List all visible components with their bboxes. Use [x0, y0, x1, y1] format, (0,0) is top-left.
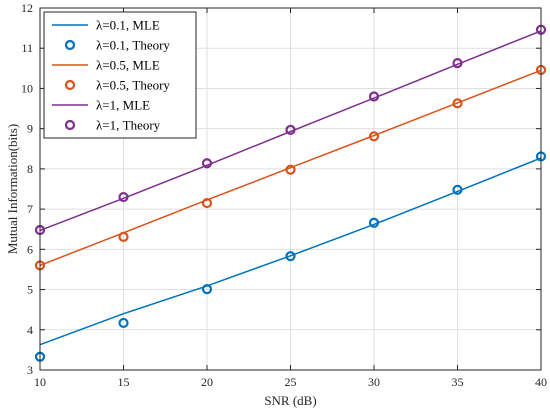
series-marker-1 — [201, 284, 213, 295]
series-line-4 — [39, 30, 542, 232]
legend-swatch-marker — [64, 119, 76, 131]
legend-label: λ=0.5, MLE — [96, 58, 160, 73]
y-tick-label: 5 — [27, 283, 33, 297]
x-tick-label: 30 — [368, 375, 380, 389]
series-marker-5 — [452, 58, 463, 69]
series-marker-1 — [368, 217, 380, 228]
legend-label: λ=1, MLE — [96, 98, 150, 113]
series-marker-5 — [368, 91, 380, 102]
series-marker-1 — [285, 251, 296, 262]
axis-ticks: 10 15 20 25 30 35 40 3 4 5 6 7 8 9 10 11 12 — [21, 1, 547, 389]
legend-box — [43, 11, 197, 139]
y-tick-label: 4 — [27, 323, 33, 337]
y-tick-label: 11 — [21, 41, 33, 55]
legend: λ=0.1, MLE λ=0.1, Theory λ=0.5, MLE λ=0.5, … — [43, 11, 197, 139]
legend-label: λ=0.1, MLE — [96, 18, 160, 33]
x-tick-label: 20 — [201, 375, 213, 389]
legend-label: λ=0.1, Theory — [96, 38, 170, 53]
x-tick-label: 35 — [452, 375, 464, 389]
legend-swatch-marker — [64, 39, 76, 51]
y-tick-label: 3 — [27, 363, 33, 377]
series-marker-3 — [118, 231, 129, 242]
series-marker-3 — [368, 131, 380, 142]
series-marker-3 — [452, 98, 463, 109]
series-marker-5 — [285, 124, 296, 135]
x-tick-label: 25 — [285, 375, 297, 389]
legend-swatch-marker — [64, 79, 76, 91]
x-axis-label: SNR (dB) — [264, 393, 316, 408]
legend-label: λ=0.5, Theory — [96, 78, 170, 93]
x-tick-label: 40 — [535, 375, 547, 389]
series-marker-1 — [452, 184, 463, 195]
series-marker-5 — [201, 158, 213, 169]
y-axis-label: Mutual Information(bits) — [5, 124, 20, 254]
y-tick-label: 7 — [27, 202, 33, 216]
series-marker-3 — [285, 164, 296, 175]
y-tick-label: 6 — [27, 242, 33, 256]
y-tick-label: 9 — [27, 122, 33, 136]
series-layer — [34, 24, 547, 362]
legend-label: λ=1, Theory — [96, 118, 161, 133]
y-tick-label: 10 — [21, 81, 33, 95]
x-tick-label: 10 — [34, 375, 46, 389]
series-marker-3 — [201, 197, 213, 209]
series-line-0 — [39, 157, 542, 346]
series-marker-5 — [118, 191, 129, 203]
y-tick-label: 12 — [21, 1, 33, 15]
x-tick-label: 15 — [118, 375, 130, 389]
series-marker-1 — [118, 317, 129, 329]
y-tick-label: 8 — [27, 162, 33, 176]
